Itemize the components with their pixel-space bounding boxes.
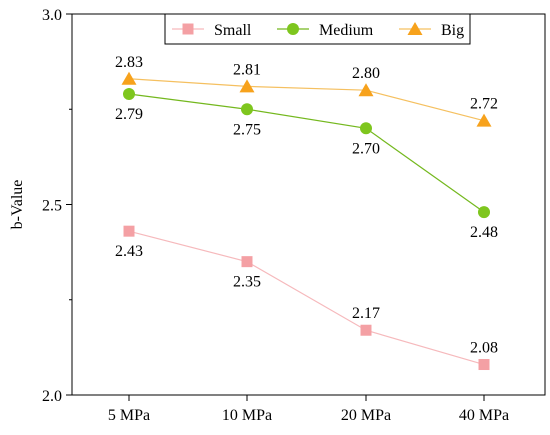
y-tick-label: 2.5	[42, 198, 62, 215]
x-tick-label: 10 MPa	[222, 407, 272, 424]
data-label: 2.70	[352, 140, 380, 157]
series-medium: 2.79 2.75 2.70 2.48	[115, 88, 498, 241]
legend: Small Medium Big	[164, 13, 471, 45]
legend-marker	[182, 23, 194, 35]
data-label: 2.83	[115, 54, 143, 71]
x-tick-label: 5 MPa	[108, 407, 150, 424]
data-point	[241, 256, 253, 268]
data-label: 2.08	[470, 340, 498, 357]
data-point	[360, 324, 372, 336]
y-tick-label: 2.0	[42, 388, 62, 405]
data-point	[476, 113, 492, 127]
legend-label: Medium	[319, 22, 374, 39]
data-point	[121, 71, 137, 85]
data-label: 2.17	[352, 305, 380, 322]
axes: 2.0 2.5 3.0 5 MPa 10 MPa 20 MPa 40 MPa b-Value	[9, 7, 546, 424]
data-point	[239, 79, 255, 93]
x-tick-label: 20 MPa	[341, 407, 391, 424]
x-tick-label: 40 MPa	[459, 407, 509, 424]
data-label: 2.80	[352, 65, 380, 82]
series-small: 2.43 2.35 2.17 2.08	[115, 225, 498, 371]
data-point	[123, 88, 135, 101]
series-layer: 2.43 2.35 2.17 2.08 2.79 2.75 2.70 2.48 2.83 2.81…	[115, 54, 498, 371]
legend-label: Small	[214, 22, 252, 39]
data-point	[360, 122, 372, 135]
data-label: 2.79	[115, 106, 143, 123]
series-big: 2.83 2.81 2.80 2.72	[115, 54, 498, 127]
series-line	[128, 93, 485, 213]
data-point	[478, 359, 490, 371]
data-point	[358, 83, 374, 97]
series-line	[128, 78, 485, 122]
data-label: 2.43	[115, 243, 143, 260]
data-label: 2.35	[233, 274, 261, 291]
legend-item-medium: Medium	[277, 22, 374, 39]
data-point	[241, 103, 253, 116]
data-label: 2.75	[233, 121, 261, 138]
legend-marker	[407, 22, 423, 35]
y-axis-label: b-Value	[9, 180, 26, 230]
data-label: 2.81	[233, 61, 261, 78]
series-line	[128, 230, 485, 366]
data-label: 2.48	[470, 224, 498, 241]
legend-item-big: Big	[399, 22, 464, 39]
data-label: 2.72	[470, 96, 498, 113]
legend-item-small: Small	[172, 22, 252, 39]
y-tick-label: 3.0	[42, 7, 62, 24]
data-point	[478, 206, 490, 219]
data-point	[123, 225, 135, 237]
legend-label: Big	[441, 22, 464, 39]
legend-marker	[287, 23, 299, 35]
